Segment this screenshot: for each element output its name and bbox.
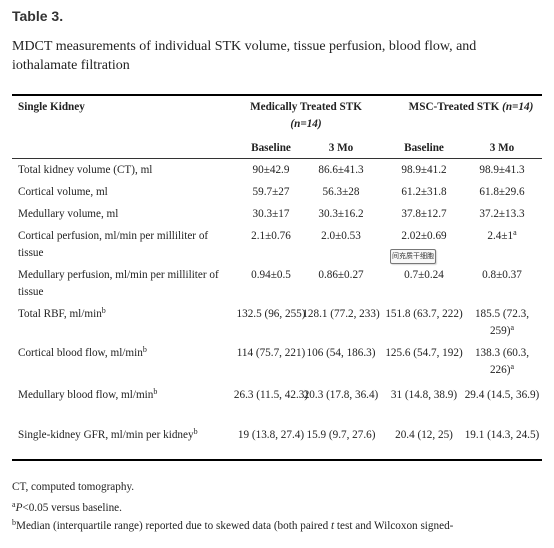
footnote-a-p: P	[15, 502, 23, 514]
cell-msc-3mo-value: 61.8±29.6	[479, 186, 525, 198]
cell-mt-baseline: 90±42.9	[252, 164, 290, 176]
cell-msc-3mo-value: 138.3 (60.3, 226)	[474, 347, 530, 376]
footnote-mark-b: b	[101, 306, 106, 315]
cell-msc-baseline: 0.7±0.24	[404, 269, 444, 281]
cell-msc-3mo-value: 98.9±41.3	[479, 164, 525, 176]
footnote-mark-b: b	[153, 387, 158, 396]
cell-mt-3mo: 0.86±0.27	[318, 269, 364, 281]
footnote-ct: CT, computed tomography.	[12, 481, 135, 493]
row-label: Medullary perfusion, ml/min per millilit…	[18, 269, 219, 298]
cell-msc-3mo: 138.3 (60.3, 226)a	[463, 345, 541, 379]
footnote-b-mark: b	[12, 518, 16, 527]
cell-msc-3mo: 98.9±41.3	[463, 162, 541, 179]
cell-mt-baseline: 0.94±0.5	[251, 269, 291, 281]
header-msc-group: MSC-Treated STK (n=14)	[396, 99, 546, 116]
cell-msc-3mo: 0.8±0.37	[463, 267, 541, 284]
cell-msc-3mo-value: 29.4 (14.5, 36.9)	[464, 389, 540, 401]
translation-tooltip: 间充质干细胞	[390, 249, 436, 264]
cell-msc-3mo-value: 37.2±13.3	[479, 208, 525, 220]
footnote-mark-a: a	[510, 323, 515, 332]
footnote-b-t: t	[331, 520, 335, 532]
cell-mt-3mo: 2.0±0.53	[321, 230, 361, 242]
cell-msc-3mo: 37.2±13.3	[463, 206, 541, 223]
footnote-a-text: <0.05 versus baseline.	[22, 502, 122, 514]
cell-msc-baseline: 31 (14.8, 38.9)	[390, 389, 458, 401]
cell-mt-3mo: 20.3 (17.8, 36.4)	[303, 389, 379, 401]
footnote-mark-a: a	[510, 362, 515, 371]
row-label: Single-kidney GFR, ml/min per kidneyb	[18, 427, 233, 444]
cell-mt-3mo: 106 (54, 186.3)	[306, 347, 376, 359]
cell-mt-3mo: 30.3±16.2	[318, 208, 364, 220]
cell-mt-3mo: 128.1 (77.2, 233)	[302, 308, 380, 320]
cell-msc-3mo-value: 185.5 (72.3, 259)	[474, 308, 530, 337]
cell-mt-baseline: 2.1±0.76	[251, 230, 291, 242]
footnote-mark-b: b	[142, 345, 147, 354]
cell-mt-baseline: 114 (75.7, 221)	[236, 347, 306, 359]
cell-mt-3mo: 56.3±28	[322, 186, 360, 198]
footnote-a-mark: a	[12, 500, 16, 509]
row-label-text: Single-kidney GFR, ml/min per kidney	[18, 429, 194, 441]
header-msc-title: MSC-Treated STK	[408, 101, 500, 113]
cell-mt-baseline: 59.7±27	[252, 186, 290, 198]
row-label: Cortical volume, ml	[18, 186, 108, 198]
cell-mt-3mo: 15.9 (9.7, 27.6)	[306, 429, 376, 441]
header-single-kidney: Single Kidney	[18, 101, 85, 113]
cell-mt-baseline: 132.5 (96, 255)	[236, 308, 306, 320]
cell-mt-baseline: 19 (13.8, 27.4)	[237, 429, 305, 441]
row-label-text: Medullary blood flow, ml/min	[18, 389, 154, 401]
cell-msc-3mo: 185.5 (72.3, 259)a	[463, 306, 541, 340]
cell-msc-baseline: 20.4 (12, 25)	[395, 429, 453, 441]
cell-mt-3mo: 86.6±41.3	[318, 164, 364, 176]
row-label: Total kidney volume (CT), ml	[18, 164, 153, 176]
footnote-b-text-2: test and Wilcoxon signed-	[334, 520, 454, 532]
header-msc-baseline: Baseline	[404, 142, 444, 154]
row-label: Cortical blood flow, ml/minb	[18, 345, 233, 362]
footnote-mark-b: b	[193, 427, 198, 436]
footnote-mark-a: a	[513, 228, 517, 237]
cell-msc-baseline: 151.8 (63.7, 222)	[385, 308, 463, 320]
cell-mt-baseline: 26.3 (11.5, 42.3)	[233, 389, 309, 401]
cell-msc-3mo: 19.1 (14.3, 24.5)	[460, 427, 544, 444]
row-label: Medullary volume, ml	[18, 208, 119, 220]
row-label-text: Total RBF, ml/min	[18, 308, 102, 320]
cell-msc-baseline: 125.6 (54.7, 192)	[385, 347, 463, 359]
footnote-b-text-1: Median (interquartile range) reported du…	[16, 520, 331, 532]
row-label-text: Cortical blood flow, ml/min	[18, 347, 143, 359]
header-medical-title: Medically Treated STK	[250, 101, 362, 113]
footnote-a: aP<0.05 versus baseline.	[12, 501, 122, 515]
table-caption: MDCT measurements of individual STK volu…	[12, 39, 477, 73]
header-mt-baseline: Baseline	[251, 142, 291, 154]
footnote-b: bMedian (interquartile range) reported d…	[12, 519, 453, 533]
cell-msc-3mo-value: 2.4±1	[487, 230, 514, 242]
cell-msc-3mo: 61.8±29.6	[463, 184, 541, 201]
cell-msc-baseline: 37.8±12.7	[401, 208, 447, 220]
header-msc-n: (n=14)	[502, 101, 534, 113]
table-label: Table 3.	[12, 8, 64, 24]
header-msc-3mo: 3 Mo	[489, 142, 515, 154]
header-rule	[12, 158, 542, 159]
cell-msc-baseline: 98.9±41.2	[401, 164, 447, 176]
top-rule	[12, 94, 542, 96]
cell-msc-3mo-value: 0.8±0.37	[482, 269, 522, 281]
cell-msc-baseline: 2.02±0.69	[401, 230, 447, 242]
bottom-rule	[12, 459, 542, 461]
row-label: Total RBF, ml/minb	[18, 306, 233, 323]
cell-msc-3mo: 2.4±1a	[463, 228, 541, 245]
header-medical-group: Medically Treated STK (n=14)	[240, 99, 372, 133]
header-mt-3mo: 3 Mo	[328, 142, 354, 154]
header-medical-n: (n=14)	[290, 118, 322, 130]
row-label: Cortical perfusion, ml/min per millilite…	[18, 230, 209, 259]
cell-msc-baseline: 61.2±31.8	[401, 186, 447, 198]
cell-msc-3mo: 29.4 (14.5, 36.9)	[460, 387, 544, 404]
cell-msc-3mo-value: 19.1 (14.3, 24.5)	[464, 429, 540, 441]
cell-mt-baseline: 30.3±17	[252, 208, 290, 220]
row-label: Medullary blood flow, ml/minb	[18, 387, 233, 404]
